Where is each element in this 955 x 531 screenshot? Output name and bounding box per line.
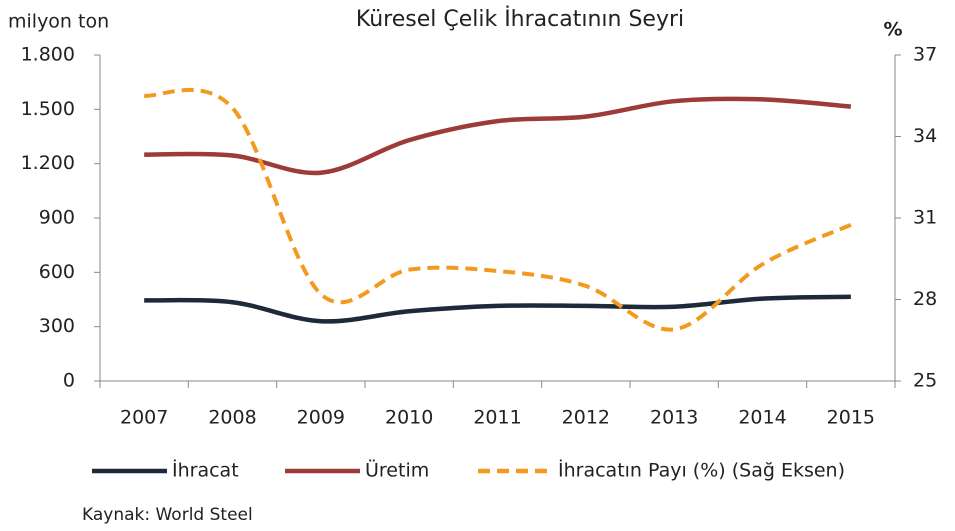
- y2-tick-label: 34: [913, 125, 937, 147]
- x-tick-label: 2009: [297, 407, 345, 429]
- y-tick-label: 0: [63, 370, 75, 392]
- x-tick-label: 2008: [208, 407, 256, 429]
- y2-tick-label: 31: [913, 207, 937, 229]
- y-tick-label: 300: [39, 315, 75, 337]
- y-tick-label: 600: [39, 261, 75, 283]
- y-tick-label: 1.200: [21, 152, 75, 174]
- x-tick-label: 2010: [385, 407, 433, 429]
- x-tick-label: 2014: [738, 407, 786, 429]
- y-axis-label: milyon ton: [8, 11, 109, 33]
- x-tick-label: 2007: [120, 407, 168, 429]
- y-tick-label: 1.800: [21, 44, 75, 66]
- line-series: [144, 294, 851, 324]
- chart-title: Küresel Çelik İhracatının Seyri: [356, 6, 684, 32]
- y2-tick-label: 25: [913, 370, 937, 392]
- legend-label: Üretim: [365, 459, 429, 482]
- y2-axis-label: %: [883, 19, 902, 41]
- source: Kaynak: World Steel: [82, 505, 253, 525]
- legend-label: İhracat: [172, 459, 239, 482]
- line-series: [144, 96, 852, 176]
- y2-tick-label: 37: [913, 44, 937, 66]
- y-tick-label: 1.500: [21, 98, 75, 120]
- y-tick-label: 900: [39, 207, 75, 229]
- x-tick-label: 2011: [473, 407, 521, 429]
- x-tick-label: 2012: [562, 407, 610, 429]
- legend-label: İhracatın Payı (%) (Sağ Eksen): [558, 459, 845, 482]
- y2-tick-label: 28: [913, 288, 937, 310]
- x-tick-label: 2013: [650, 407, 698, 429]
- line-series: [143, 87, 852, 332]
- x-tick-label: 2015: [827, 407, 875, 429]
